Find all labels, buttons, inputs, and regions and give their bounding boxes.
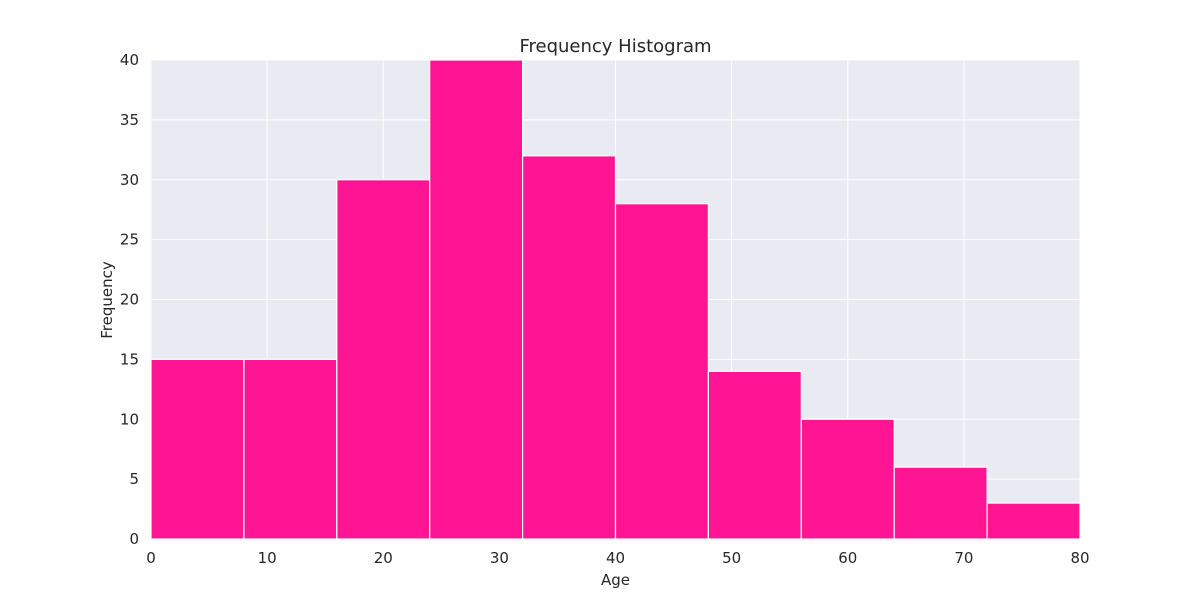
x-axis-label: Age	[601, 571, 630, 589]
x-tick-label: 30	[490, 549, 509, 567]
y-tick-label: 35	[120, 111, 139, 129]
y-tick-label: 15	[120, 350, 139, 368]
x-tick-label: 0	[146, 549, 156, 567]
y-tick-labels: 0 5 10 15 20 25 30 35 40	[120, 51, 139, 548]
histogram-bar	[336, 179, 431, 540]
y-axis-label: Frequency	[98, 261, 116, 339]
y-tick-label: 40	[120, 51, 139, 69]
y-tick-label: 25	[120, 231, 139, 249]
x-tick-label: 50	[722, 549, 741, 567]
y-tick-label: 0	[129, 530, 139, 548]
x-tick-label: 60	[838, 549, 857, 567]
chart-title: Frequency Histogram	[519, 36, 711, 57]
bars-group	[150, 59, 1081, 540]
x-tick-label: 40	[606, 549, 625, 567]
y-tick-label: 20	[120, 291, 139, 309]
y-tick-label: 5	[129, 470, 139, 488]
histogram-bar	[429, 59, 524, 540]
x-tick-label: 10	[258, 549, 277, 567]
histogram-bar	[521, 155, 617, 540]
histogram-bar	[800, 418, 895, 540]
x-tick-label: 80	[1070, 549, 1089, 567]
histogram-bar	[986, 502, 1081, 540]
x-tick-label: 20	[374, 549, 393, 567]
histogram-bar	[707, 370, 802, 540]
histogram-bar	[614, 203, 710, 540]
y-tick-label: 10	[120, 410, 139, 428]
histogram-bar	[893, 466, 988, 540]
y-tick-label: 30	[120, 171, 139, 189]
x-tick-labels: 0 10 20 30 40 50 60 70 80	[146, 549, 1089, 567]
histogram-bar	[243, 358, 338, 540]
x-tick-label: 70	[954, 549, 973, 567]
histogram-bar	[150, 358, 245, 540]
